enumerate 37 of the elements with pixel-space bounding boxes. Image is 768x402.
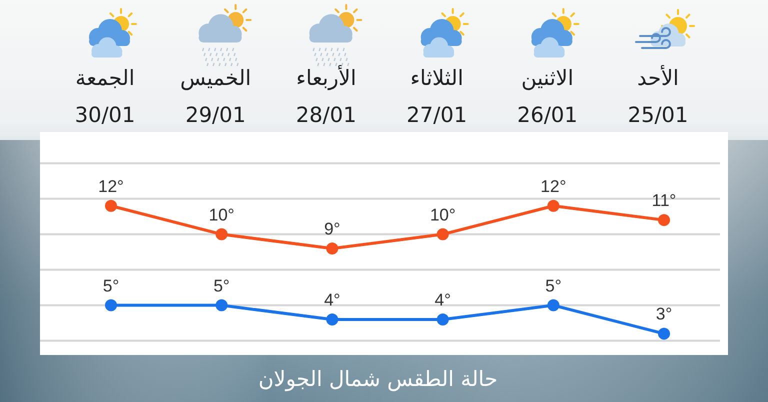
data-label: 10° (208, 205, 234, 224)
point (216, 299, 228, 312)
data-label: 11° (652, 191, 676, 210)
data-label: 12° (98, 176, 124, 196)
data-label: 12° (540, 176, 566, 196)
data-label: 9° (324, 219, 340, 238)
data-label: 5° (545, 276, 562, 296)
data-label: 10° (430, 205, 456, 224)
category-label: 29/01 (185, 103, 246, 127)
category-label: الجمعة (75, 66, 135, 90)
data-label: 4° (434, 290, 451, 310)
point (436, 228, 449, 240)
category-label: 26/01 (517, 103, 578, 127)
title: حالة الطقس شمال الجولان (258, 367, 498, 391)
category-label: الأحد (637, 66, 679, 90)
point (326, 313, 338, 326)
category-label: 30/01 (74, 103, 136, 127)
data-label: 5° (213, 276, 230, 296)
point (658, 328, 670, 340)
category-label: الأربعاء (296, 66, 356, 90)
category-label: الخميس (180, 66, 252, 90)
point (105, 200, 117, 212)
category-label: 27/01 (406, 103, 468, 127)
category-label: 25/01 (628, 103, 688, 127)
point (105, 299, 117, 312)
point (326, 242, 338, 254)
point (436, 313, 449, 326)
data-label: 5° (102, 276, 120, 296)
data-label: 4° (324, 290, 340, 310)
point (547, 299, 560, 312)
point (547, 200, 560, 212)
category-label: 28/01 (296, 103, 356, 127)
data-label: 3° (656, 304, 672, 324)
category-label: الثلاثاء (410, 66, 464, 90)
category-label: الاثنين (521, 66, 574, 90)
point (658, 214, 670, 226)
point (216, 228, 228, 240)
